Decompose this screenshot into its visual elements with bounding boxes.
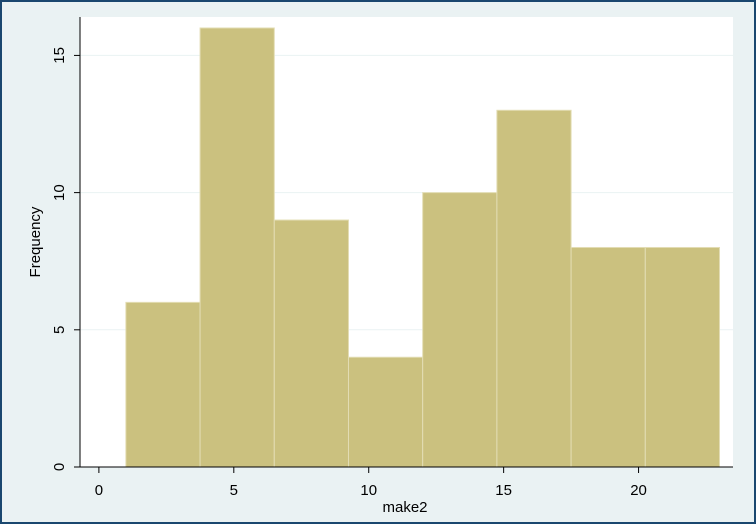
y-axis-title: Frequency <box>27 206 44 277</box>
bar <box>496 109 572 468</box>
x-tick-label: 0 <box>95 482 103 499</box>
x-tick-label: 15 <box>495 482 512 499</box>
y-tick-label: 10 <box>51 184 68 201</box>
bar <box>570 246 646 468</box>
bar <box>644 246 721 468</box>
bar <box>125 301 201 468</box>
x-axis-title: make2 <box>382 499 427 516</box>
x-tick-label: 5 <box>230 482 238 499</box>
y-tick-label: 15 <box>51 47 68 64</box>
x-tick-label: 20 <box>630 482 647 499</box>
y-tick-label: 5 <box>51 326 68 334</box>
bar <box>422 192 498 468</box>
bar <box>347 356 424 468</box>
x-tick-label: 10 <box>360 482 377 499</box>
bar <box>273 219 349 468</box>
bar <box>199 27 275 468</box>
y-tick-label: 0 <box>51 463 68 471</box>
